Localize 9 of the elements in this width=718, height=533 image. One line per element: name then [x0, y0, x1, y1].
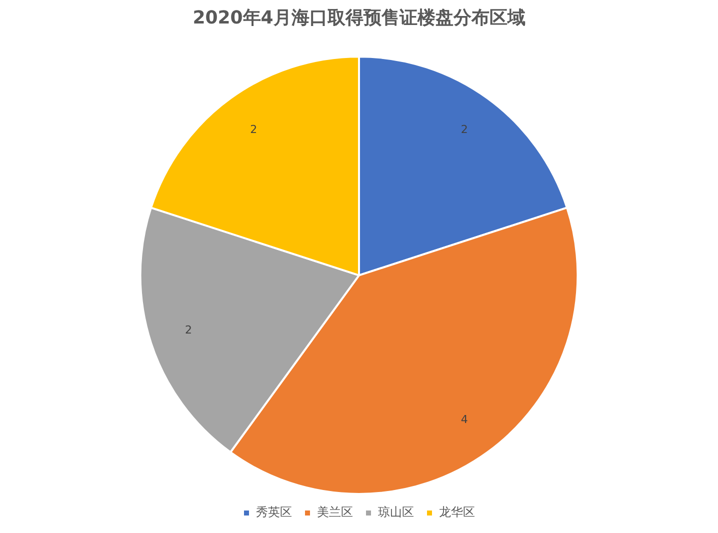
chart-title: 2020年4月海口取得预售证楼盘分布区域: [192, 7, 526, 28]
data-label: 4: [460, 413, 468, 426]
legend-label: 琼山区: [378, 505, 414, 520]
data-label: 2: [460, 123, 468, 136]
legend-label: 秀英区: [256, 505, 292, 520]
data-label: 2: [184, 324, 192, 337]
legend-label: 美兰区: [317, 505, 353, 520]
legend-label: 龙华区: [439, 505, 475, 520]
data-label: 2: [250, 123, 258, 136]
